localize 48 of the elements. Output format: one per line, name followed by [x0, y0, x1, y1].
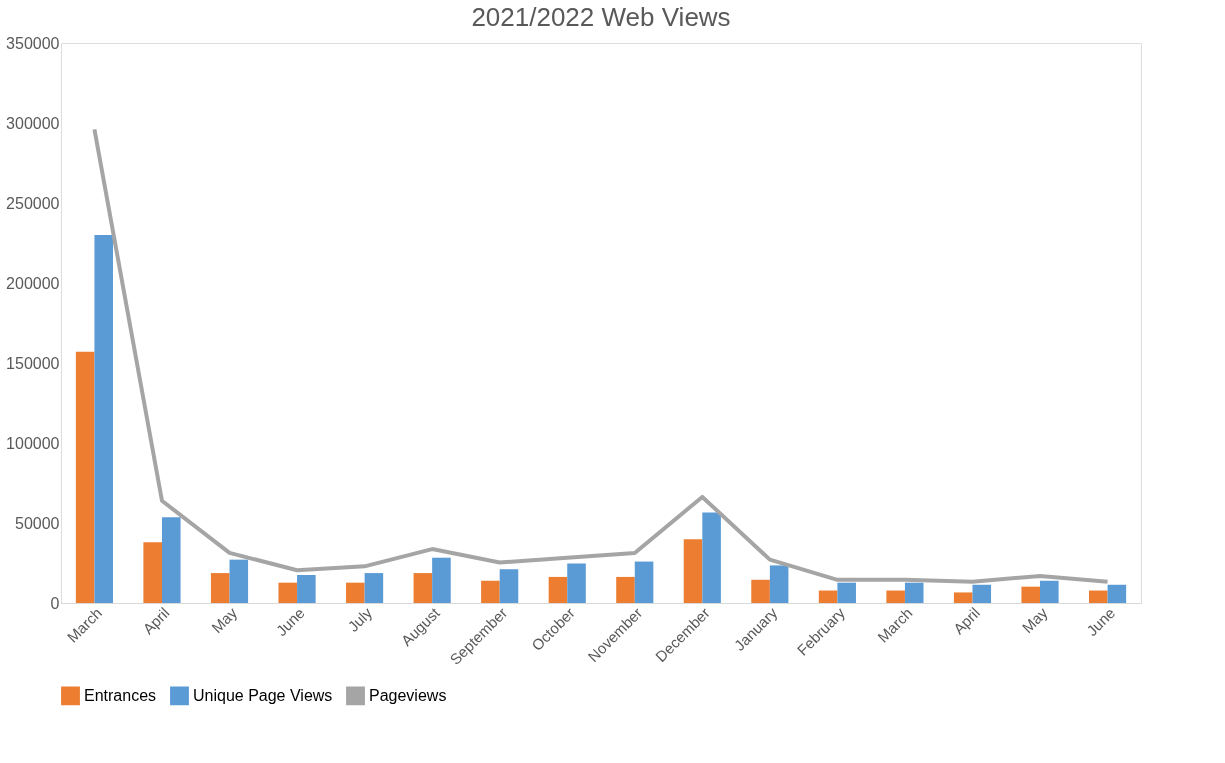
y-tick-label: 100000	[6, 434, 60, 452]
bar	[346, 582, 365, 603]
bar	[702, 512, 721, 603]
bar	[683, 539, 703, 603]
bar	[1088, 590, 1108, 603]
line-series	[92, 127, 1110, 584]
bar	[364, 573, 384, 603]
bar	[904, 582, 924, 603]
y-tick-label: 350000	[6, 34, 60, 52]
legend-label: Unique Page Views	[193, 686, 333, 704]
legend-label: Entrances	[84, 686, 157, 704]
bar	[229, 559, 249, 603]
y-tick-label: 150000	[6, 354, 60, 372]
y-tick-label: 300000	[6, 114, 60, 132]
bar	[634, 561, 654, 603]
bar	[143, 542, 162, 603]
bar	[75, 351, 95, 603]
legend-label: Pageviews	[369, 686, 447, 704]
bar	[886, 590, 905, 603]
x-tick-label: May	[1018, 603, 1051, 637]
bar	[972, 584, 992, 603]
bar	[499, 569, 519, 603]
bar	[751, 579, 770, 603]
y-tick-label: 250000	[6, 194, 60, 212]
bar	[567, 563, 586, 603]
bar	[953, 592, 973, 603]
y-tick-label: 200000	[6, 274, 60, 292]
bar	[413, 573, 433, 603]
bar	[210, 573, 230, 603]
y-tick-label: 0	[50, 594, 60, 612]
bar	[1107, 584, 1127, 603]
bar	[769, 565, 789, 603]
bar	[161, 517, 181, 603]
bar	[297, 575, 316, 603]
chart-title: 2021/2022 Web Views	[471, 2, 731, 32]
x-tick-label: May	[208, 603, 241, 637]
bar	[432, 557, 451, 603]
bar	[278, 582, 298, 603]
bar	[818, 590, 838, 603]
y-tick-label: 50000	[15, 514, 60, 532]
bar	[1021, 586, 1041, 603]
bar	[1040, 580, 1059, 603]
bar	[548, 576, 568, 603]
bar	[94, 235, 114, 603]
bar	[837, 582, 856, 603]
bar	[616, 576, 635, 603]
bar	[481, 580, 500, 603]
x-tick-label: July	[344, 603, 376, 635]
